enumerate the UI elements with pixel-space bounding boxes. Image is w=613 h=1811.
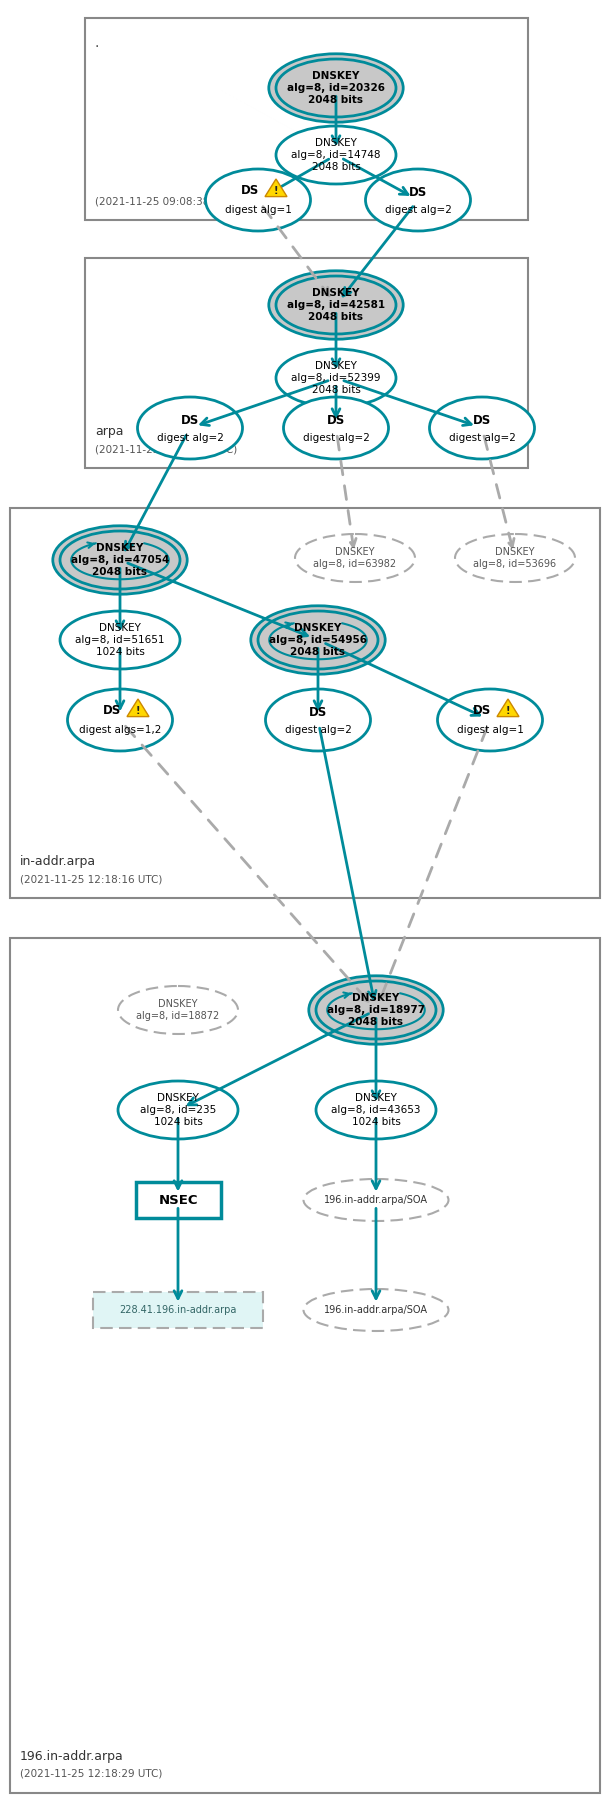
Ellipse shape <box>276 350 396 407</box>
Text: (2021-11-25 09:08:38 UTC): (2021-11-25 09:08:38 UTC) <box>95 196 237 206</box>
Text: in-addr.arpa: in-addr.arpa <box>20 855 96 867</box>
Ellipse shape <box>118 985 238 1034</box>
Text: .: . <box>95 36 99 51</box>
Text: DNSKEY
alg=8, id=18872: DNSKEY alg=8, id=18872 <box>136 1000 219 1021</box>
Ellipse shape <box>276 60 396 118</box>
Text: !: ! <box>135 706 140 715</box>
Text: DS: DS <box>103 703 121 717</box>
FancyBboxPatch shape <box>85 257 528 467</box>
Polygon shape <box>497 699 519 717</box>
Ellipse shape <box>137 397 243 458</box>
Text: DNSKEY
alg=8, id=54956
2048 bits: DNSKEY alg=8, id=54956 2048 bits <box>269 623 367 657</box>
Text: digest alg=1: digest alg=1 <box>224 205 291 216</box>
FancyBboxPatch shape <box>135 1183 221 1219</box>
Text: DNSKEY
alg=8, id=43653
1024 bits: DNSKEY alg=8, id=43653 1024 bits <box>331 1092 421 1128</box>
Text: DNSKEY
alg=8, id=14748
2048 bits: DNSKEY alg=8, id=14748 2048 bits <box>291 138 381 172</box>
Text: DS: DS <box>241 183 259 197</box>
Text: digest alg=2: digest alg=2 <box>384 205 451 216</box>
Text: DNSKEY
alg=8, id=51651
1024 bits: DNSKEY alg=8, id=51651 1024 bits <box>75 623 165 657</box>
Text: 196.in-addr.arpa: 196.in-addr.arpa <box>20 1749 124 1762</box>
FancyBboxPatch shape <box>10 938 600 1793</box>
Text: DNSKEY
alg=8, id=52399
2048 bits: DNSKEY alg=8, id=52399 2048 bits <box>291 360 381 395</box>
Text: 196.in-addr.arpa/SOA: 196.in-addr.arpa/SOA <box>324 1195 428 1204</box>
Text: !: ! <box>506 706 510 715</box>
Text: DNSKEY
alg=8, id=20326
2048 bits: DNSKEY alg=8, id=20326 2048 bits <box>287 71 385 105</box>
Ellipse shape <box>205 168 311 232</box>
Ellipse shape <box>258 610 378 668</box>
Text: (2021-11-25 12:18:01 UTC): (2021-11-25 12:18:01 UTC) <box>95 444 237 455</box>
Ellipse shape <box>67 688 172 752</box>
Text: DNSKEY
alg=8, id=63982: DNSKEY alg=8, id=63982 <box>313 547 397 569</box>
Ellipse shape <box>295 534 415 581</box>
Text: DS: DS <box>309 706 327 719</box>
Text: (2021-11-25 12:18:29 UTC): (2021-11-25 12:18:29 UTC) <box>20 1769 162 1778</box>
FancyBboxPatch shape <box>85 18 528 219</box>
Text: !: ! <box>274 187 278 196</box>
Text: DNSKEY
alg=8, id=235
1024 bits: DNSKEY alg=8, id=235 1024 bits <box>140 1092 216 1128</box>
Ellipse shape <box>60 531 180 589</box>
FancyBboxPatch shape <box>10 509 600 898</box>
Text: DNSKEY
alg=8, id=42581
2048 bits: DNSKEY alg=8, id=42581 2048 bits <box>287 288 385 322</box>
Ellipse shape <box>303 1179 449 1221</box>
Ellipse shape <box>430 397 535 458</box>
Ellipse shape <box>268 272 403 339</box>
Text: DNSKEY
alg=8, id=47054
2048 bits: DNSKEY alg=8, id=47054 2048 bits <box>71 543 169 578</box>
Polygon shape <box>127 699 149 717</box>
Text: digest alg=2: digest alg=2 <box>303 433 370 444</box>
Ellipse shape <box>316 982 436 1040</box>
Text: DS: DS <box>473 413 491 427</box>
Ellipse shape <box>276 127 396 185</box>
Text: 196.in-addr.arpa/SOA: 196.in-addr.arpa/SOA <box>324 1306 428 1315</box>
Text: 228.41.196.in-addr.arpa: 228.41.196.in-addr.arpa <box>120 1306 237 1315</box>
Ellipse shape <box>53 525 187 594</box>
Ellipse shape <box>265 688 370 752</box>
Text: digest alg=2: digest alg=2 <box>156 433 223 444</box>
FancyBboxPatch shape <box>93 1291 263 1327</box>
Text: DNSKEY
alg=8, id=18977
2048 bits: DNSKEY alg=8, id=18977 2048 bits <box>327 992 425 1027</box>
Ellipse shape <box>268 54 403 121</box>
Ellipse shape <box>251 607 385 674</box>
Text: digest algs=1,2: digest algs=1,2 <box>79 724 161 735</box>
Ellipse shape <box>276 275 396 333</box>
Text: DS: DS <box>473 703 491 717</box>
Text: DS: DS <box>181 413 199 427</box>
Ellipse shape <box>60 610 180 668</box>
Ellipse shape <box>303 1289 449 1331</box>
Ellipse shape <box>438 688 543 752</box>
Text: (2021-11-25 12:18:16 UTC): (2021-11-25 12:18:16 UTC) <box>20 875 162 884</box>
Ellipse shape <box>455 534 575 581</box>
Text: digest alg=1: digest alg=1 <box>457 724 524 735</box>
Polygon shape <box>265 179 287 197</box>
Ellipse shape <box>118 1081 238 1139</box>
Ellipse shape <box>309 976 443 1045</box>
Text: DS: DS <box>409 185 427 199</box>
Text: DNSKEY
alg=8, id=53696: DNSKEY alg=8, id=53696 <box>473 547 557 569</box>
Text: digest alg=2: digest alg=2 <box>284 724 351 735</box>
Ellipse shape <box>283 397 389 458</box>
Ellipse shape <box>365 168 471 232</box>
Text: DS: DS <box>327 413 345 427</box>
Text: NSEC: NSEC <box>158 1193 198 1206</box>
Text: digest alg=2: digest alg=2 <box>449 433 516 444</box>
Ellipse shape <box>316 1081 436 1139</box>
Text: arpa: arpa <box>95 426 123 438</box>
